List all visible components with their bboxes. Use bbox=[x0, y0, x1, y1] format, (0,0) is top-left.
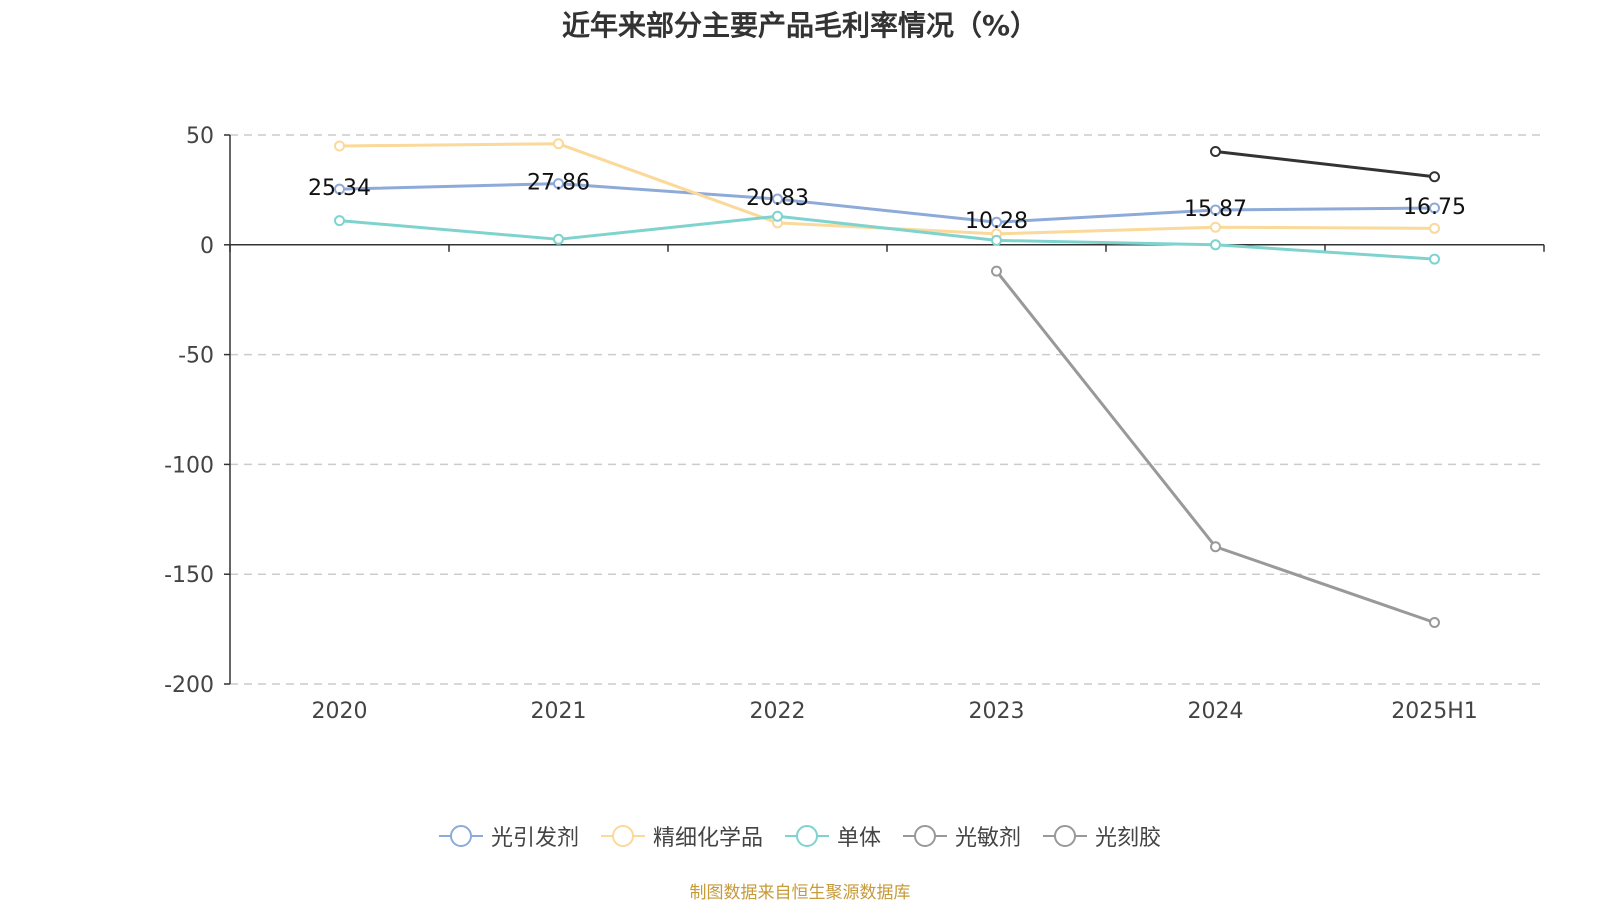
series-line bbox=[1215, 149, 1435, 179]
data-label: 16.75 bbox=[1403, 195, 1466, 220]
x-tick-label: 2022 bbox=[750, 699, 806, 724]
y-tick-label: -100 bbox=[164, 453, 214, 478]
y-tick-label: 50 bbox=[186, 124, 214, 149]
x-tick-label: 2024 bbox=[1188, 699, 1244, 724]
data-point bbox=[553, 233, 564, 245]
legend-line-marker-icon bbox=[784, 825, 829, 847]
data-point bbox=[1429, 202, 1440, 214]
y-tick-label: -200 bbox=[164, 673, 214, 698]
series-lines bbox=[334, 138, 1440, 629]
legend-item[interactable]: 光刻胶 bbox=[1043, 820, 1161, 852]
legend-item[interactable]: 精细化学品 bbox=[600, 820, 763, 852]
legend-label: 精细化学品 bbox=[652, 826, 763, 851]
series-line bbox=[995, 270, 1435, 624]
x-tick-label: 2023 bbox=[969, 699, 1025, 724]
data-point bbox=[991, 216, 1002, 228]
data-labels: 25.34 27.86 20.83 10.28 15.87 16.75 bbox=[308, 171, 1466, 235]
grid-lines bbox=[230, 134, 1544, 685]
data-point bbox=[1429, 171, 1440, 183]
data-point bbox=[1429, 253, 1440, 265]
legend-line-marker-icon bbox=[438, 825, 483, 847]
data-label: 20.83 bbox=[746, 186, 809, 211]
legend-label: 光敏剂 bbox=[955, 826, 1022, 851]
data-point bbox=[1210, 145, 1221, 157]
data-point bbox=[991, 265, 1002, 277]
series-line bbox=[339, 182, 1435, 224]
legend: 光引发剂 精细化学品 单体 光敏剂 光刻胶 bbox=[0, 820, 1600, 852]
data-point bbox=[1429, 617, 1440, 629]
data-label: 10.28 bbox=[965, 209, 1028, 234]
source-note: 制图数据来自恒生聚源数据库 bbox=[689, 883, 911, 903]
legend-label: 单体 bbox=[836, 826, 881, 851]
y-tick-label: -50 bbox=[178, 344, 214, 369]
x-tick-label: 2025H1 bbox=[1391, 699, 1478, 724]
data-point bbox=[1429, 222, 1440, 234]
legend-line-marker-icon bbox=[600, 825, 645, 847]
data-point bbox=[772, 193, 783, 205]
legend-item[interactable]: 光敏剂 bbox=[903, 820, 1021, 852]
data-point bbox=[1210, 541, 1221, 553]
data-label: 15.87 bbox=[1184, 197, 1247, 222]
chart-title: 近年来部分主要产品毛利率情况（%） bbox=[561, 9, 1039, 42]
data-point bbox=[553, 178, 564, 190]
axes: 50 0 -50 -100 -150 -200 2020 2021 2022 2023 2024 20… bbox=[164, 124, 1545, 724]
legend-line-marker-icon bbox=[903, 825, 947, 847]
legend-label: 光引发剂 bbox=[490, 826, 579, 851]
x-tick-label: 2020 bbox=[312, 699, 368, 724]
legend-item[interactable]: 单体 bbox=[784, 820, 881, 852]
line-chart: 50 0 -50 -100 -150 -200 2020 2021 2022 2023 2024 20… bbox=[164, 124, 1545, 724]
data-point bbox=[1210, 204, 1221, 216]
y-tick-label: -150 bbox=[164, 563, 214, 588]
data-point bbox=[334, 215, 345, 227]
data-point bbox=[334, 140, 345, 152]
data-label: 25.34 bbox=[308, 176, 371, 201]
legend-label: 光刻胶 bbox=[1095, 826, 1162, 851]
y-tick-label: 0 bbox=[200, 234, 214, 259]
data-point bbox=[991, 234, 1002, 246]
data-label: 27.86 bbox=[527, 171, 590, 196]
x-tick-label: 2021 bbox=[531, 699, 587, 724]
data-point bbox=[772, 210, 783, 222]
series-line bbox=[339, 214, 1435, 261]
legend-line-marker-icon bbox=[1043, 825, 1088, 847]
data-point bbox=[334, 183, 345, 195]
data-point bbox=[553, 138, 564, 150]
data-point bbox=[1210, 221, 1221, 233]
data-point bbox=[1210, 239, 1221, 251]
legend-item[interactable]: 光引发剂 bbox=[438, 820, 579, 852]
